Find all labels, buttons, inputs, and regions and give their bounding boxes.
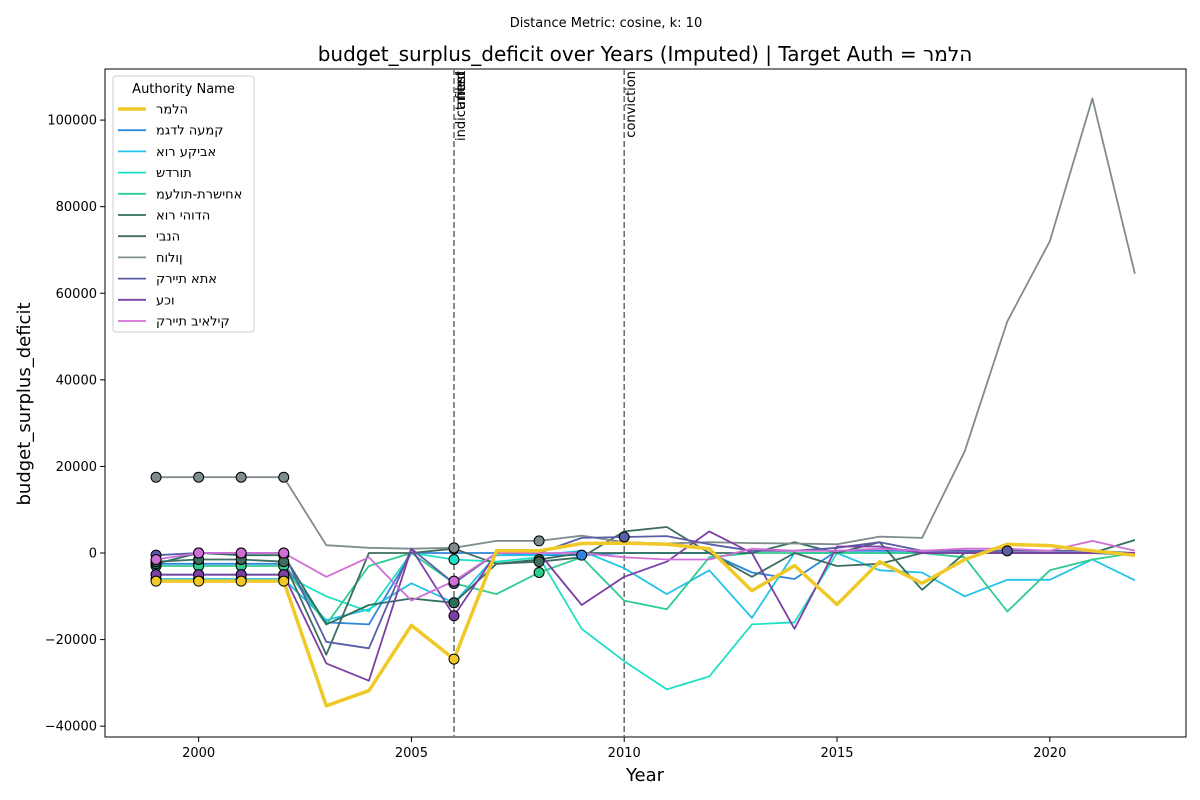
y-tick-label: −40000 (45, 720, 97, 735)
imputed-point (278, 547, 290, 559)
imputed-point (576, 549, 588, 561)
legend-entry: אתא תיירק (156, 272, 217, 287)
event-label: conviction (624, 71, 639, 138)
y-tick-label: −20000 (45, 633, 97, 648)
legend-entry: קמעה לדגמ (156, 124, 224, 139)
series-line (155, 540, 1136, 602)
legend-entry: אחישרת-תולעמ (156, 187, 242, 202)
series-line (156, 535, 1135, 650)
chart-suptitle: Distance Metric: cosine, k: 10 (510, 16, 702, 31)
x-axis-title: Year (625, 765, 665, 786)
legend-entry: ןולוח (156, 251, 183, 266)
legend-box (112, 75, 255, 333)
imputed-point (235, 547, 247, 559)
y-tick-label: 40000 (56, 373, 97, 388)
imputed-point (533, 556, 545, 568)
legend-entry: אביקע רוא (156, 145, 216, 160)
series-line (156, 541, 1136, 708)
legend-title: Authority Name (132, 82, 235, 97)
x-tick-label: 2020 (1033, 746, 1066, 761)
series-line (156, 97, 1136, 550)
imputed-point (235, 471, 247, 483)
imputed-point (278, 471, 290, 483)
event-label: indictment (454, 71, 469, 141)
legend-entry: הדוהי רוא (156, 209, 210, 224)
series-line (156, 530, 1135, 682)
y-tick-label: 80000 (56, 200, 97, 215)
imputed-point (150, 554, 162, 566)
y-tick-label: 60000 (56, 287, 97, 302)
imputed-point (533, 566, 545, 578)
imputed-point (448, 610, 460, 622)
legend-entry: הנבי (156, 230, 180, 245)
imputed-point (533, 535, 545, 547)
imputed-point (150, 575, 162, 587)
imputed-point (448, 653, 460, 665)
y-tick-label: 100000 (47, 114, 97, 129)
legend-entry: תורדש (156, 166, 192, 181)
y-tick-label: 0 (89, 547, 97, 562)
event-label: filed (454, 71, 469, 99)
series-line (156, 552, 1136, 626)
imputed-point (448, 554, 460, 566)
imputed-point (448, 597, 460, 609)
imputed-point (448, 575, 460, 587)
series-line (156, 552, 1135, 691)
y-tick-label: 20000 (56, 460, 97, 475)
imputed-point (193, 575, 205, 587)
imputed-point (235, 575, 247, 587)
series-group (150, 97, 1136, 708)
imputed-point (1001, 545, 1013, 557)
imputed-point (278, 575, 290, 587)
imputed-point (193, 471, 205, 483)
legend-entry: הלמר (156, 103, 188, 118)
imputed-point (193, 547, 205, 559)
chart-title: budget_surplus_deficit over Years (Imput… (318, 42, 973, 66)
x-tick-label: 2010 (608, 746, 641, 761)
y-axis-title: budget_surplus_deficit (14, 302, 35, 505)
imputed-point (150, 471, 162, 483)
legend-entry: וכע (156, 293, 175, 308)
event-label: arrest (454, 71, 469, 109)
x-tick-label: 2015 (820, 746, 853, 761)
x-tick-label: 2000 (182, 746, 215, 761)
imputed-point (618, 531, 630, 543)
imputed-point (448, 542, 460, 554)
legend-entry: קילאיב תיירק (156, 315, 230, 330)
plot-frame (104, 68, 1187, 738)
x-tick-label: 2005 (395, 746, 428, 761)
